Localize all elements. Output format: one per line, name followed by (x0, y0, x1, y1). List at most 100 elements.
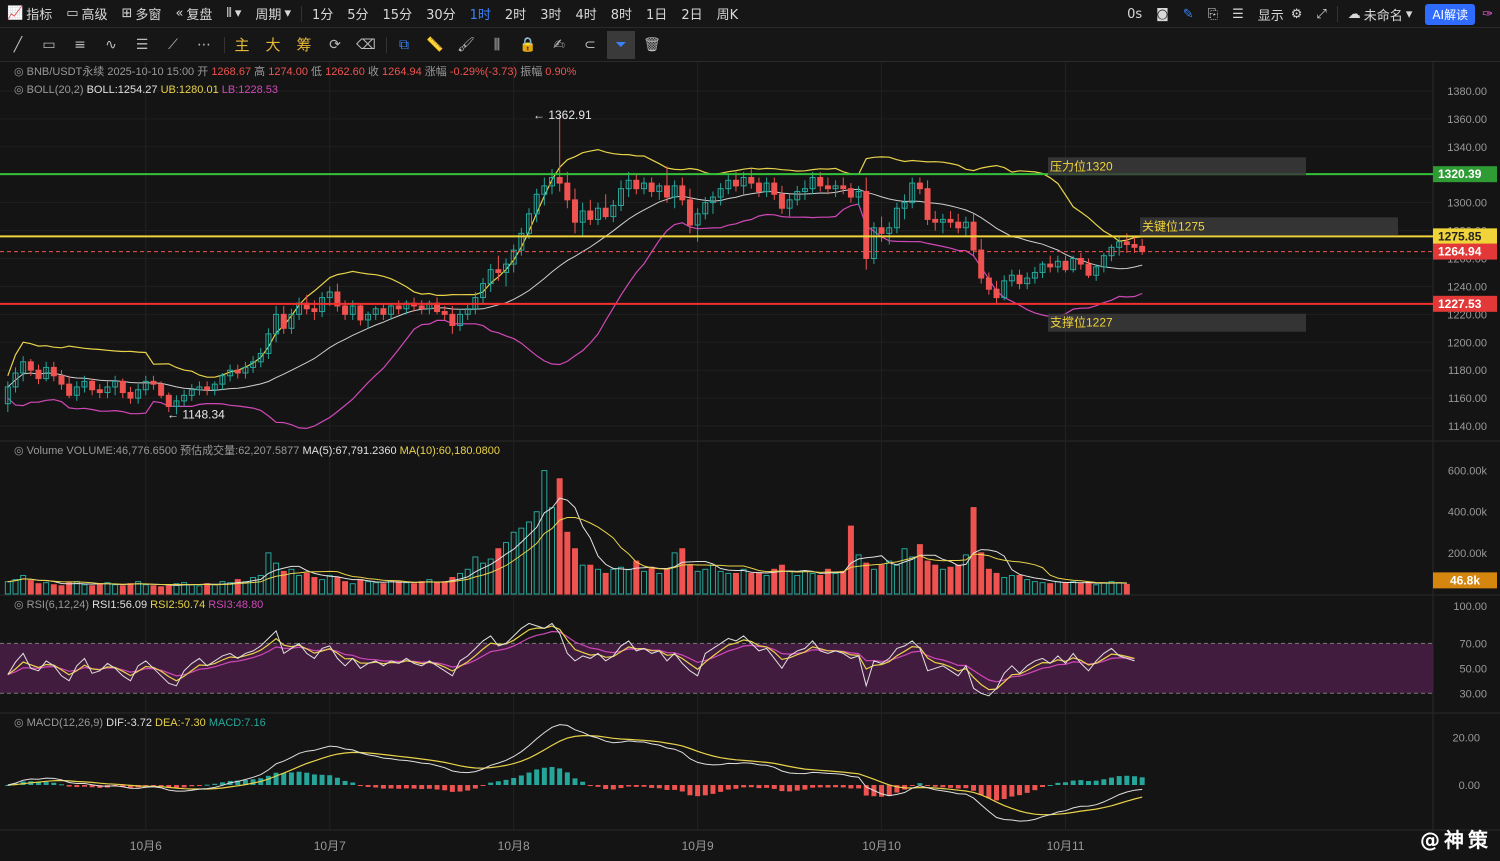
x-tick-label: 10月8 (498, 839, 530, 853)
macd-histogram-bar (449, 785, 455, 792)
interval-tab-2[interactable]: 15分 (382, 8, 413, 23)
multi-window-button[interactable]: ⊞ 多窗 (121, 6, 162, 23)
refresh-icon[interactable]: ⟳ (329, 36, 341, 53)
macd-histogram-bar (1093, 780, 1099, 786)
y-tick-label: 1380.00 (1447, 86, 1487, 98)
interval-tab-11[interactable]: 周K (716, 8, 739, 23)
parallel-lines-icon[interactable]: ≡ (74, 36, 86, 53)
resistance-price-tag-bg (1433, 166, 1497, 183)
candle-body (1085, 263, 1092, 276)
magnet-icon[interactable]: ⊂ (584, 36, 596, 53)
macd-histogram-bar (633, 785, 639, 787)
candle-body (617, 188, 624, 206)
camera-icon[interactable]: ◙ (1156, 6, 1169, 22)
rectangle-tool-icon[interactable]: ▭ (42, 36, 56, 53)
chip-button[interactable]: 筹 (296, 36, 312, 54)
macd-histogram-bar (1009, 785, 1015, 797)
watermark: @神策 (1420, 828, 1492, 852)
candle-body (1047, 263, 1054, 268)
volume-bar (955, 564, 962, 595)
note-icon[interactable]: ✍ (553, 36, 565, 53)
candle-body (27, 361, 34, 371)
layout-name-button[interactable]: ☁ 未命名 ▾ (1347, 6, 1413, 24)
macd-histogram-bar (127, 785, 133, 788)
eraser-icon[interactable]: ⌫ (356, 36, 376, 53)
interval-tab-1[interactable]: 5分 (347, 8, 369, 23)
macd-histogram-bar (534, 769, 540, 786)
compare-icon[interactable]: ⫼ (493, 36, 501, 53)
candle-body (349, 305, 356, 315)
ruler-icon[interactable]: 📏 (426, 36, 444, 53)
copy-icon[interactable]: ⧉ (399, 36, 409, 53)
ai-interpret-button[interactable]: AI解读 (1425, 3, 1476, 25)
period-button[interactable]: 周期 ▾ (255, 6, 291, 23)
main-indicator-button[interactable]: 主 (234, 36, 250, 54)
volume-bar (296, 574, 303, 595)
volume-bar (165, 585, 172, 595)
macd-histogram-bar (43, 781, 49, 786)
interval-tab-0[interactable]: 1分 (311, 8, 334, 23)
candle-body (480, 283, 487, 299)
top-bar: 📈 指标 ▭ 高级 ⊞ 多窗 «复盘 ⫴ ▾ 周期 ▾ 1分 5分 15分 30分 1时 2时 3时 4… (0, 0, 1500, 28)
advanced-button[interactable]: ▭ 高级 (66, 6, 108, 23)
trash-icon[interactable]: 🗑 (643, 36, 661, 53)
candle-body (778, 193, 785, 209)
macd-histogram-bar (1109, 777, 1115, 786)
interval-tab-6[interactable]: 3时 (540, 8, 562, 23)
volume-bar (778, 564, 785, 595)
divider (224, 36, 225, 53)
interval-tab-4[interactable]: 1时 (469, 8, 491, 23)
pen-icon[interactable]: ✑ (1482, 6, 1493, 22)
macd-histogram-bar (641, 785, 647, 787)
more-tools-icon[interactable]: ⋯ (197, 36, 211, 53)
chart-type-button[interactable]: ⫴ ▾ (219, 0, 248, 28)
volume-bar (219, 581, 226, 595)
volume-bar (480, 562, 487, 595)
candle-body (273, 313, 280, 335)
interval-tab-7[interactable]: 4时 (575, 8, 597, 23)
pencil-icon[interactable]: ✎ (1182, 6, 1194, 22)
line-tool-icon[interactable]: ╱ (13, 36, 23, 53)
settings-list-icon[interactable]: ☰ (1232, 6, 1244, 22)
candle-body (66, 383, 73, 396)
lock-icon[interactable]: 🔒 (519, 36, 537, 53)
volume-bar (1031, 581, 1038, 595)
chart-area[interactable]: 10月6 10月7 10月8 10月9 10月10 10月11 1380.00 1360.00… (0, 62, 1500, 861)
candle-body (380, 308, 387, 315)
macd-histogram-bar (557, 768, 563, 786)
big-order-button[interactable]: 大 (265, 36, 281, 54)
indicators-button[interactable]: 📈 指标 (7, 6, 53, 23)
volume-bar (104, 582, 111, 595)
interval-tab-9[interactable]: 1日 (646, 8, 668, 23)
macd-histogram-bar (296, 771, 302, 786)
macd-tick: 20.00 (1452, 733, 1480, 745)
interval-tab-3[interactable]: 30分 (426, 8, 456, 23)
interval-tab-5[interactable]: 2时 (504, 8, 527, 23)
interval-tab-8[interactable]: 8时 (610, 8, 633, 23)
candle-body (955, 221, 962, 229)
ray-tool-icon[interactable]: ⟋ (168, 36, 178, 53)
filter-icon[interactable]: ⏷ (607, 30, 635, 59)
macd-histogram-bar (350, 782, 356, 786)
fib-tool-icon[interactable]: ☰ (135, 36, 149, 53)
brush-icon[interactable]: 🖌 (457, 36, 475, 53)
candle-body (181, 394, 188, 402)
macd-histogram-bar (1078, 780, 1084, 786)
bookmark-icon[interactable]: ⎘ (1207, 6, 1219, 22)
volume-bar (127, 583, 134, 595)
wave-tool-icon[interactable]: ∿ (105, 36, 117, 53)
candle-body (801, 188, 808, 192)
candle-body (702, 202, 709, 215)
fullscreen-icon[interactable]: ⤢ (1316, 6, 1327, 22)
candle-body (204, 386, 211, 391)
macd-histogram-bar (388, 785, 394, 789)
macd-histogram-bar (948, 785, 954, 788)
replay-button[interactable]: «复盘 (175, 6, 213, 23)
volume-bar (257, 574, 264, 595)
macd-histogram-bar (380, 785, 386, 789)
interval-tab-10[interactable]: 2日 (681, 8, 703, 23)
volume-bar (1016, 574, 1023, 595)
volume-bar (518, 527, 525, 595)
display-button[interactable]: 显示 ⚙ (1257, 6, 1303, 24)
grid-icon: ⊞ (121, 6, 133, 21)
